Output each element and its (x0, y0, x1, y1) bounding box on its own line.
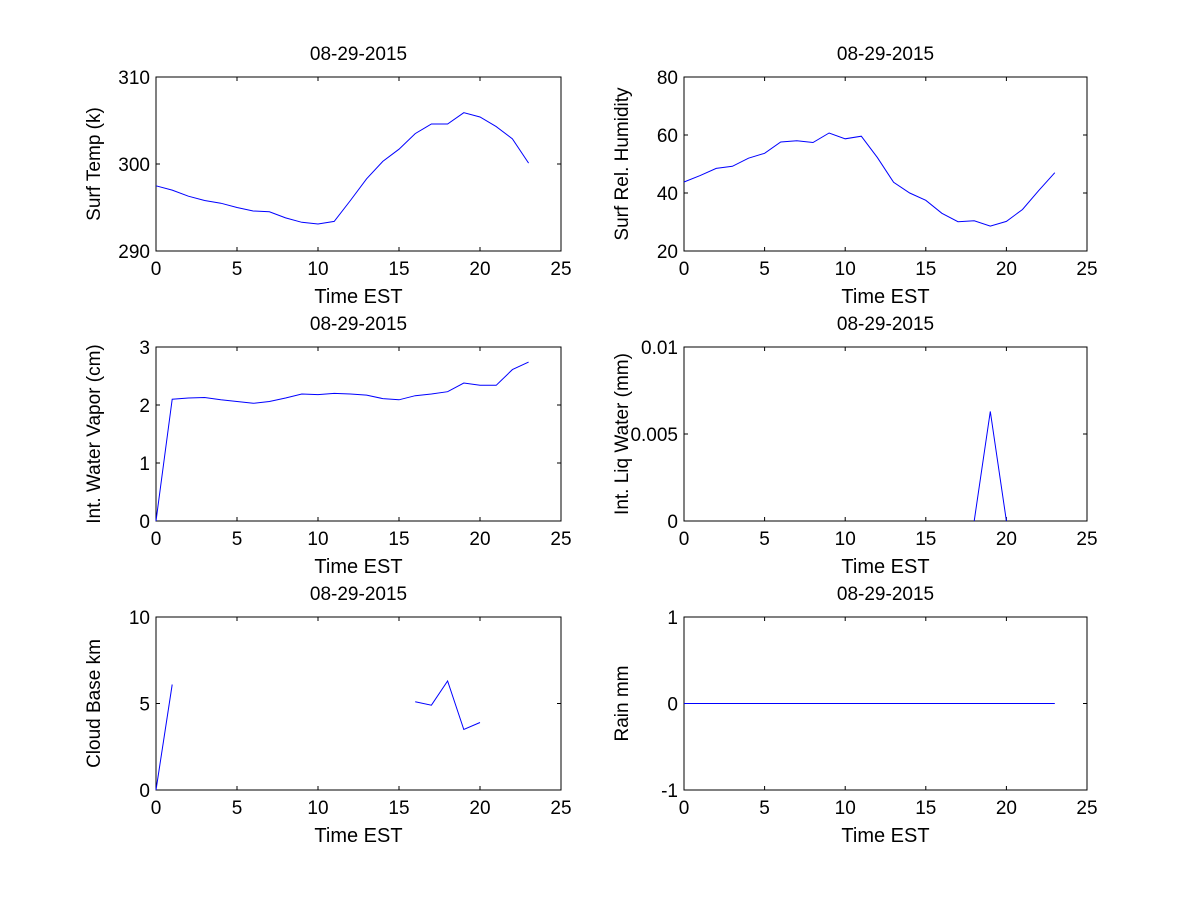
x-tick-label: 20 (469, 798, 490, 819)
x-tick-label: 5 (232, 259, 243, 280)
x-tick-label: 20 (996, 529, 1017, 550)
x-tick-label: 25 (550, 259, 571, 280)
y-axis-label: Surf Temp (k) (84, 107, 105, 221)
plot-title: 08-29-2015 (310, 44, 407, 65)
x-axis-label: Time EST (841, 556, 929, 578)
y-tick-label: 20 (657, 242, 678, 263)
x-tick-label: 20 (469, 529, 490, 550)
x-tick-label: 25 (1076, 798, 1097, 819)
y-tick-label: 300 (118, 155, 150, 176)
plot-title: 08-29-2015 (310, 314, 407, 335)
y-tick-label: 0 (139, 512, 150, 533)
figure-canvas: 0 5 10 15 20 2529030031008-29-2015Time ESTSur… (0, 0, 1200, 900)
plot-title: 08-29-2015 (837, 314, 934, 335)
x-tick-label: 25 (550, 529, 571, 550)
y-tick-label: 1 (139, 454, 150, 475)
x-tick-label: 20 (996, 798, 1017, 819)
x-tick-label: 20 (469, 259, 490, 280)
x-tick-label: 5 (759, 798, 770, 819)
y-tick-label: 3 (139, 338, 150, 359)
x-tick-label: 0 (151, 259, 162, 280)
y-tick-label: 310 (118, 68, 150, 89)
x-tick-label: 10 (835, 529, 856, 550)
y-tick-label: 0 (667, 695, 678, 716)
x-tick-label: 5 (759, 529, 770, 550)
y-tick-label: 1 (667, 608, 678, 629)
x-axis-label: Time EST (841, 825, 929, 847)
x-tick-label: 10 (835, 259, 856, 280)
x-tick-label: 15 (915, 798, 936, 819)
x-tick-label: 0 (679, 259, 690, 280)
y-tick-label: 0.01 (641, 338, 678, 359)
x-tick-label: 10 (307, 259, 328, 280)
y-tick-label: 5 (139, 695, 150, 716)
x-tick-label: 5 (232, 798, 243, 819)
plot-title: 08-29-2015 (837, 584, 934, 605)
x-tick-label: 0 (151, 529, 162, 550)
y-tick-label: 0 (667, 512, 678, 533)
y-tick-label: -1 (661, 781, 678, 802)
x-axis-label: Time EST (314, 556, 402, 578)
y-tick-label: 0.005 (630, 425, 678, 446)
y-tick-label: 40 (657, 184, 678, 205)
y-axis-label: Surf Rel. Humidity (612, 87, 633, 241)
y-axis-label: Int. Liq Water (mm) (612, 353, 633, 515)
y-tick-label: 80 (657, 68, 678, 89)
x-tick-label: 0 (679, 798, 690, 819)
figure-background (0, 0, 1200, 900)
x-tick-label: 15 (388, 529, 409, 550)
x-tick-label: 10 (307, 798, 328, 819)
x-tick-label: 25 (1076, 529, 1097, 550)
x-tick-label: 15 (388, 259, 409, 280)
y-axis-label: Rain mm (612, 665, 633, 741)
x-tick-label: 5 (232, 529, 243, 550)
x-axis-label: Time EST (314, 286, 402, 308)
y-tick-label: 10 (129, 608, 150, 629)
x-tick-label: 0 (151, 798, 162, 819)
y-tick-label: 60 (657, 126, 678, 147)
y-tick-label: 0 (139, 781, 150, 802)
x-tick-label: 15 (388, 798, 409, 819)
x-tick-label: 20 (996, 259, 1017, 280)
x-tick-label: 25 (550, 798, 571, 819)
y-axis-label: Int. Water Vapor (cm) (84, 344, 105, 523)
x-tick-label: 15 (915, 529, 936, 550)
x-tick-label: 5 (759, 259, 770, 280)
x-tick-label: 25 (1076, 259, 1097, 280)
plot-title: 08-29-2015 (310, 584, 407, 605)
x-tick-label: 10 (835, 798, 856, 819)
y-tick-label: 290 (118, 242, 150, 263)
x-tick-label: 0 (679, 529, 690, 550)
x-tick-label: 10 (307, 529, 328, 550)
x-axis-label: Time EST (314, 825, 402, 847)
x-axis-label: Time EST (841, 286, 929, 308)
y-tick-label: 2 (139, 396, 150, 417)
plot-title: 08-29-2015 (837, 44, 934, 65)
y-axis-label: Cloud Base km (84, 639, 105, 768)
x-tick-label: 15 (915, 259, 936, 280)
